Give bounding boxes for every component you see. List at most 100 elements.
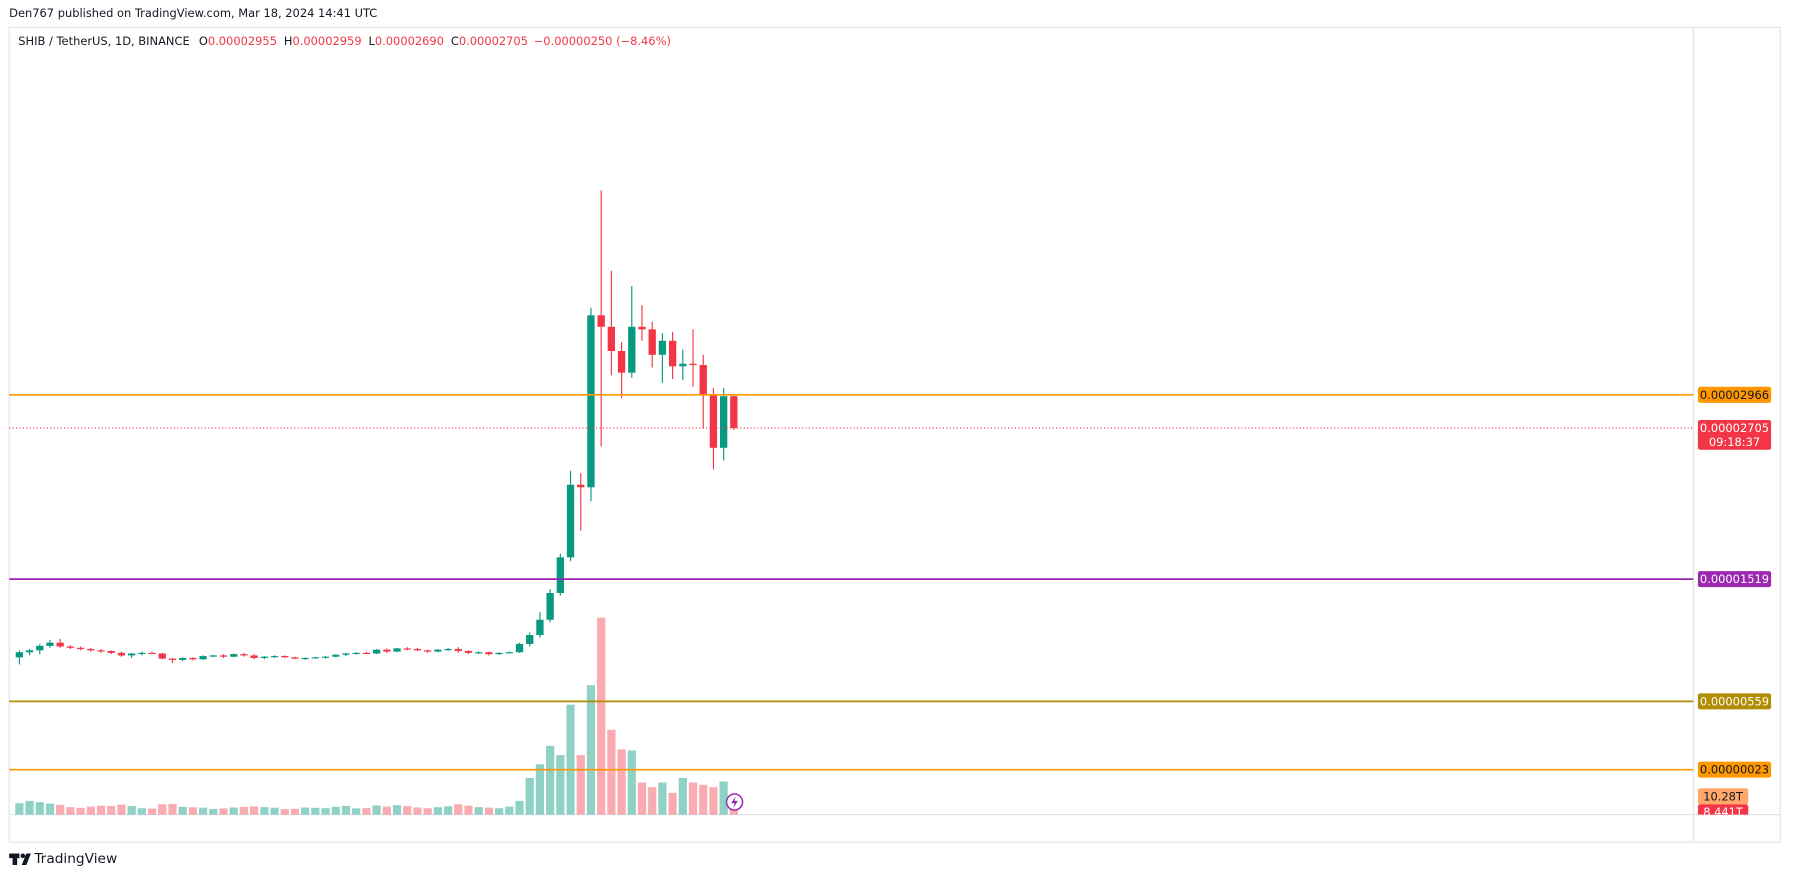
volume-bar [525, 777, 534, 815]
volume-bar [15, 803, 24, 815]
volume-bar [219, 808, 228, 815]
level-box [1697, 761, 1772, 778]
volume-bar [137, 808, 146, 815]
candle-body [281, 656, 289, 658]
volume-bar [66, 807, 75, 815]
candle-body [107, 650, 115, 653]
volume-bar [86, 806, 95, 815]
volume-bar [270, 807, 279, 815]
level-label: 0.00002966 [1700, 388, 1769, 402]
candle-body [617, 350, 626, 373]
candle-body [679, 363, 687, 367]
volume-bar [464, 805, 473, 815]
volume-last-label: 10.28T [1703, 789, 1744, 803]
candle-body [76, 647, 85, 650]
candle-body [423, 650, 432, 652]
volume-bar [546, 745, 555, 815]
volume-bar [505, 806, 514, 815]
volume-bar [709, 787, 718, 815]
level-box [1697, 693, 1772, 710]
candle-body [97, 650, 105, 652]
candle-body [352, 652, 360, 655]
volume-bar [699, 784, 708, 815]
volume-bar [117, 804, 126, 815]
candle-body [648, 329, 656, 355]
candle-body [342, 653, 350, 655]
candle-body [556, 557, 564, 594]
volume-bar [107, 806, 116, 815]
volume-bar [719, 781, 728, 815]
volume-bar [127, 805, 136, 815]
volume-bar [290, 808, 300, 815]
volume-bar [627, 750, 636, 815]
candle-body [638, 326, 646, 330]
volume-bar [668, 792, 677, 815]
change: −0.00000250 (−8.46%) [534, 34, 671, 48]
candle-body [230, 654, 238, 657]
candle-body [372, 649, 381, 654]
volume-bar [637, 782, 647, 815]
ohlc-value: 0.00002705 [459, 34, 528, 48]
candle-body [56, 642, 64, 647]
candle-body [536, 619, 544, 636]
candle-body [311, 657, 320, 659]
candle-body [668, 340, 677, 367]
volume-bar [45, 803, 55, 815]
candle-body [46, 642, 54, 646]
level-box [1697, 386, 1772, 403]
volume-bar [443, 806, 453, 815]
candle-body [403, 648, 411, 650]
symbol-legend: SHIB / TetherUS, 1D, BINANCE O0.00002955 H… [18, 34, 671, 48]
volume-bar [494, 808, 504, 815]
volume-bar [198, 807, 208, 815]
candle-body [168, 658, 177, 660]
candle-body [628, 326, 636, 373]
candle-body [240, 654, 248, 656]
volume-bar [454, 804, 463, 815]
countdown: 09:18:37 [1709, 435, 1760, 449]
volume-bar [423, 808, 432, 815]
volume-bar [331, 806, 340, 815]
brand-name: TradingView [33, 851, 117, 867]
ohlc-value: 0.00002959 [292, 34, 361, 48]
candle-body [434, 649, 442, 652]
volume-bar [403, 806, 412, 815]
volume-bar [576, 755, 585, 815]
candle-body [454, 649, 462, 651]
volume-bar [392, 805, 402, 815]
candle-body [260, 656, 268, 658]
volume-bar [474, 807, 483, 815]
volume-bar [515, 800, 524, 815]
candle-body [127, 653, 136, 656]
volume-bar [372, 805, 381, 815]
ohlc-key: O [199, 34, 208, 48]
frame [8, 26, 1781, 843]
volume-bar [280, 809, 289, 815]
volume-bar [35, 802, 44, 815]
volume-average-label: 8.441T [1703, 805, 1744, 819]
candle-body [270, 656, 279, 658]
volume-bar [535, 764, 545, 815]
volume-bar [147, 808, 157, 815]
volume-bar [648, 787, 657, 815]
candle-body [199, 656, 207, 660]
candle-body [515, 643, 524, 653]
ohlc-key: L [368, 34, 375, 48]
candle-body [291, 657, 299, 659]
candle-body [485, 652, 493, 655]
volume-bar [56, 804, 65, 815]
volume-bar [688, 782, 698, 815]
candle-body [15, 652, 24, 658]
volume-bar [556, 755, 565, 815]
candle-body [719, 396, 728, 448]
last-price-box [1697, 420, 1772, 450]
candle-body [505, 652, 513, 654]
candle-body [25, 650, 34, 653]
volume-bar [362, 808, 371, 815]
level-box [1697, 571, 1772, 588]
level-label: 0.00000023 [1700, 763, 1769, 777]
volume-bar [168, 803, 177, 815]
candle-body [189, 657, 197, 660]
candle-body [158, 653, 166, 659]
